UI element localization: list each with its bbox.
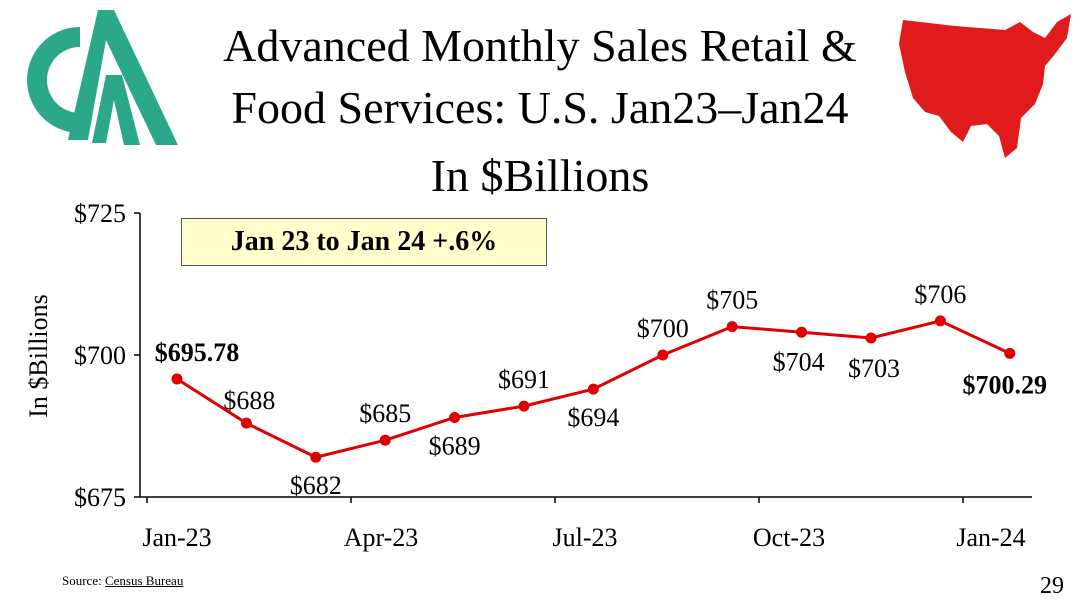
page-title-line-1: Advanced Monthly Sales Retail &: [223, 20, 857, 71]
data-point: [934, 315, 946, 327]
data-label: $689: [429, 431, 481, 460]
data-point: [726, 321, 738, 333]
data-label: $691: [498, 365, 550, 394]
page-number: 29: [1040, 573, 1064, 599]
company-logo-icon: [27, 10, 178, 145]
data-point: [310, 451, 322, 463]
data-point: [657, 349, 669, 361]
data-label: $685: [359, 399, 411, 428]
data-label: $694: [567, 403, 619, 432]
data-point: [449, 411, 461, 423]
data-label: $706: [914, 280, 966, 309]
source-link[interactable]: Census Bureau: [104, 573, 184, 588]
us-map-icon: [899, 14, 1071, 158]
x-tick-label: Jan-23: [142, 523, 211, 552]
change-callout: Jan 23 to Jan 24 +.6%: [181, 218, 547, 266]
data-label: $703: [848, 354, 900, 383]
y-tick-label: $675: [74, 483, 126, 512]
data-point: [518, 400, 530, 412]
data-label: $704: [773, 347, 825, 376]
x-tick-label: Oct-23: [753, 523, 825, 552]
data-point: [796, 326, 808, 338]
data-point: [171, 373, 183, 385]
data-label: $682: [290, 471, 342, 500]
data-label: $700.29: [963, 370, 1048, 399]
data-label: $688: [223, 386, 275, 415]
y-axis-label: In $Billions: [24, 294, 53, 418]
source-note: Source: Census Bureau: [62, 573, 183, 589]
y-tick-label: $700: [74, 341, 126, 370]
x-tick-label: Jan-24: [956, 523, 1025, 552]
data-label: $695.78: [155, 338, 240, 367]
data-point: [1004, 347, 1016, 359]
data-label: $705: [706, 286, 758, 315]
page-title-line-3: In $Billions: [430, 150, 650, 201]
data-point: [865, 332, 877, 344]
source-prefix: Source:: [62, 573, 102, 588]
x-tick-label: Jul-23: [553, 523, 618, 552]
y-tick-label: $725: [74, 199, 126, 228]
data-point: [587, 383, 599, 395]
x-tick-label: Apr-23: [344, 523, 419, 552]
page-title-line-2: Food Services: U.S. Jan23–Jan24: [231, 82, 849, 133]
data-label: $700: [637, 314, 689, 343]
data-point: [240, 417, 252, 429]
data-point: [379, 434, 391, 446]
